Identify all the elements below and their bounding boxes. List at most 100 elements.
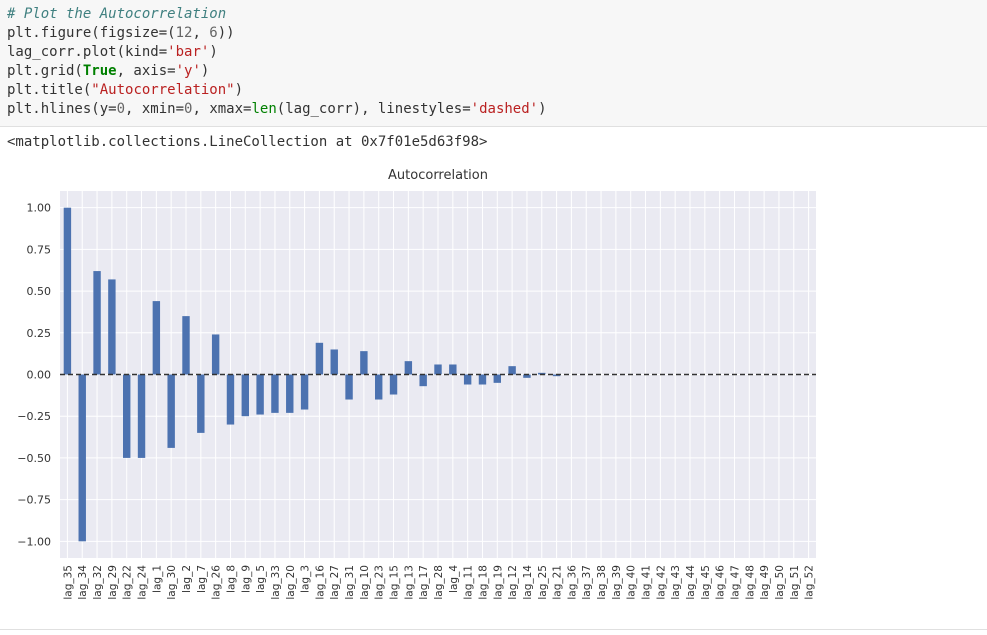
code-token: , axis= <box>116 63 176 79</box>
x-tick-label: lag_34 <box>77 565 89 600</box>
bar-lag_29 <box>108 279 116 375</box>
code-token: , xmin= <box>125 101 185 117</box>
code-string: 'bar' <box>167 44 210 60</box>
y-tick-label: −0.25 <box>17 410 51 423</box>
bar-lag_34 <box>78 374 86 542</box>
x-tick-label: lag_33 <box>270 565 282 600</box>
code-string: 'dashed' <box>470 101 539 117</box>
bar-lag_18 <box>478 374 487 385</box>
bar-lag_17 <box>419 374 427 387</box>
x-tick-label: lag_36 <box>566 565 578 600</box>
bar-lag_16 <box>315 342 324 375</box>
code-token: ) <box>200 63 210 79</box>
x-tick-label: lag_22 <box>122 565 134 600</box>
x-tick-label: lag_7 <box>196 565 208 593</box>
bar-lag_24 <box>137 374 146 458</box>
code-token: , xmax= <box>192 101 252 117</box>
x-tick-label: lag_16 <box>314 565 326 600</box>
code-token: )) <box>217 25 235 41</box>
x-tick-label: lag_52 <box>804 565 816 600</box>
bar-lag_27 <box>330 349 338 375</box>
x-tick-label: lag_42 <box>655 565 667 600</box>
x-tick-label: lag_47 <box>729 565 741 600</box>
x-tick-label: lag_10 <box>359 565 371 600</box>
code-token: ) <box>234 82 244 98</box>
bar-lag_35 <box>63 207 72 375</box>
code-line-4: plt.grid(True, axis='y') <box>7 62 209 81</box>
x-tick-label: lag_44 <box>685 565 697 600</box>
code-token: lag_corr.plot(kind= <box>7 44 168 60</box>
x-tick-label: lag_5 <box>255 565 267 593</box>
bar-lag_14 <box>523 374 531 378</box>
code-token: ) <box>209 44 218 60</box>
x-tick-label: lag_11 <box>463 565 475 600</box>
code-keyword: True <box>82 63 117 79</box>
x-tick-label: lag_35 <box>62 565 74 600</box>
x-tick-label: lag_48 <box>744 565 756 600</box>
code-line-1: # Plot the Autocorrelation <box>7 5 226 24</box>
cell-divider <box>0 629 987 630</box>
bar-lag_19 <box>493 374 501 383</box>
y-tick-label: 1.00 <box>27 202 52 215</box>
x-tick-label: lag_41 <box>641 565 653 600</box>
code-builtin: len <box>251 101 277 117</box>
y-tick-label: 0.25 <box>27 327 52 340</box>
cell-output-text: <matplotlib.collections.LineCollection a… <box>7 134 488 150</box>
bar-lag_33 <box>271 374 279 413</box>
bar-lag_28 <box>434 364 442 375</box>
bar-lag_15 <box>389 374 398 395</box>
x-tick-label: lag_31 <box>344 565 356 600</box>
x-tick-label: lag_21 <box>552 565 564 600</box>
bar-lag_21 <box>552 374 561 377</box>
code-token: ) <box>538 101 547 117</box>
bar-lag_12 <box>508 366 516 375</box>
code-token: , <box>192 25 210 41</box>
x-tick-label: lag_38 <box>596 565 608 600</box>
x-tick-label: lag_20 <box>285 565 297 600</box>
x-tick-label: lag_37 <box>581 565 593 600</box>
bar-lag_8 <box>226 374 235 425</box>
x-tick-label: lag_8 <box>225 565 237 593</box>
x-tick-label: lag_25 <box>537 565 549 600</box>
bar-lag_25 <box>538 372 546 375</box>
bar-lag_22 <box>123 374 131 458</box>
bar-lag_30 <box>167 374 175 448</box>
bar-lag_1 <box>152 301 161 375</box>
bars <box>63 207 561 542</box>
y-tick-label: −0.75 <box>17 494 51 507</box>
code-token: plt.hlines(y= <box>7 101 117 117</box>
bar-lag_9 <box>241 374 249 417</box>
y-tick-label: −0.50 <box>17 452 51 465</box>
bar-lag_31 <box>345 374 353 400</box>
bar-lag_26 <box>211 334 220 375</box>
bar-lag_11 <box>463 374 472 385</box>
code-number: 12 <box>175 25 193 41</box>
code-line-6: plt.hlines(y=0, xmin=0, xmax=len(lag_cor… <box>7 100 547 119</box>
y-tick-label: 0.00 <box>27 369 52 382</box>
x-tick-label: lag_39 <box>611 565 623 600</box>
code-line-3: lag_corr.plot(kind='bar') <box>7 43 218 62</box>
code-token: plt.grid( <box>7 63 83 79</box>
bar-lag_4 <box>449 364 457 375</box>
bar-lag_7 <box>197 374 205 433</box>
x-tick-label: lag_28 <box>433 565 445 600</box>
x-tick-label: lag_32 <box>92 565 104 600</box>
bar-lag_23 <box>375 374 383 400</box>
x-tick-label: lag_30 <box>166 565 178 600</box>
bar-lag_20 <box>286 374 294 413</box>
x-tick-label: lag_9 <box>240 565 252 593</box>
chart-title: Autocorrelation <box>388 168 488 183</box>
code-number: 0 <box>116 101 126 117</box>
code-comment: # Plot the Autocorrelation <box>7 6 227 22</box>
x-tick-label: lag_23 <box>374 565 386 600</box>
bar-lag_13 <box>404 361 413 375</box>
code-cell[interactable]: # Plot the Autocorrelation plt.figure(fi… <box>0 0 987 127</box>
code-string: "Autocorrelation" <box>91 82 235 98</box>
y-tick-label: 0.50 <box>27 285 52 298</box>
x-tick-label: lag_2 <box>181 565 193 593</box>
bar-lag_10 <box>360 351 368 375</box>
x-tick-label: lag_15 <box>389 565 401 600</box>
code-number: 0 <box>184 101 193 117</box>
x-tick-label: lag_18 <box>477 565 489 600</box>
x-tick-label: lag_4 <box>448 565 460 593</box>
